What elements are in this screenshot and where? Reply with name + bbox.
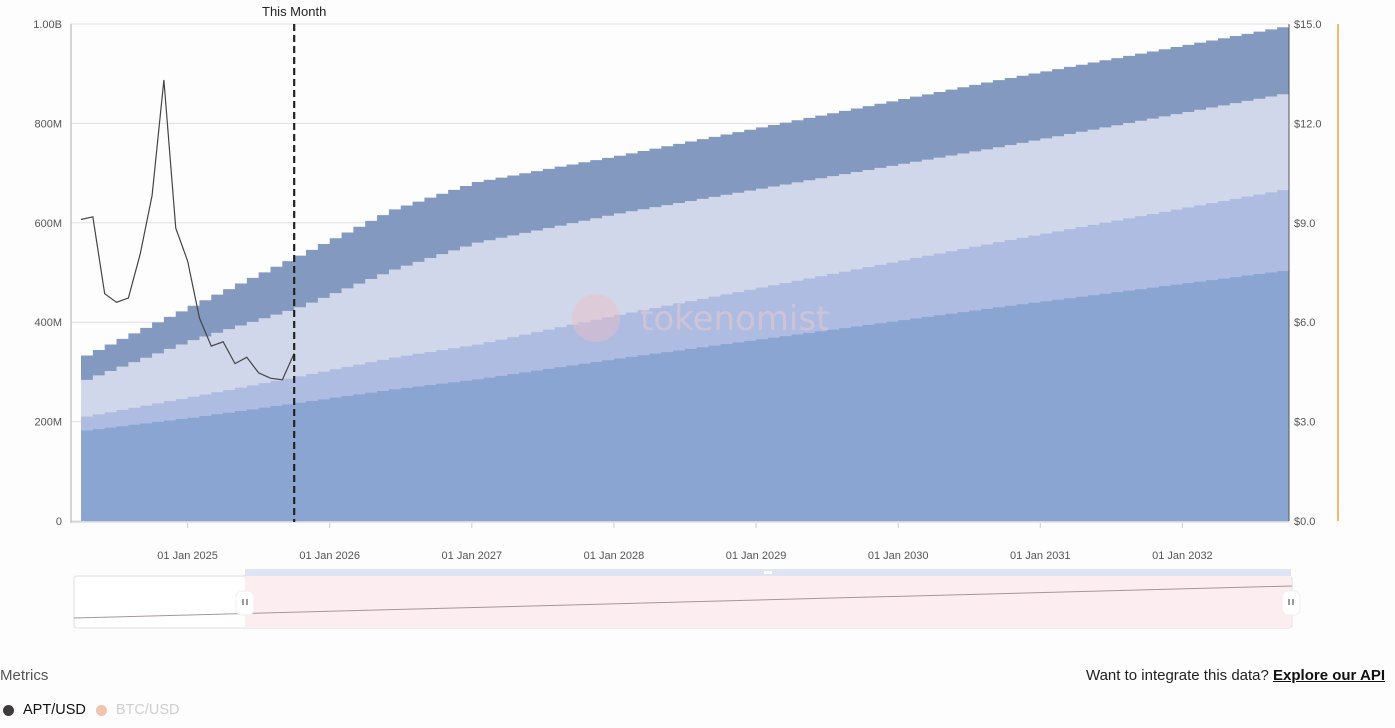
y-left-tick-label: 1.00B [33,19,62,31]
legend-label-btc-usd: BTC/USD [115,702,180,718]
watermark-logo-icon [572,294,620,342]
btc-usd-dot-icon [95,704,107,716]
stacked-areas [81,27,1289,521]
apt-usd-dot-icon [3,704,14,716]
navigator-right-handle[interactable] [1281,590,1301,616]
range-navigator[interactable] [73,569,1301,629]
this-month-label: This Month [262,4,326,19]
handle-body [1281,590,1301,616]
explore-api-link[interactable]: Explore our API [1273,667,1385,684]
y-left-tick-label: 600M [34,218,62,230]
x-tick-label: 01 Jan 2025 [157,550,218,562]
watermark-tokenomist: tokenomist [640,299,830,339]
x-tick-label: 01 Jan 2027 [442,550,503,562]
navigator-left-handle[interactable] [235,590,255,616]
x-tick-label: 01 Jan 2030 [868,550,929,562]
navigator-series-line [73,585,1293,619]
handle-grip-icon [245,599,248,605]
legend-item-apt-usd[interactable]: APT/USD [3,702,86,718]
handle-grip-icon [1292,599,1294,605]
handle-body [235,590,255,616]
x-tick-label: 01 Jan 2029 [726,550,787,562]
handle-grip-icon [241,599,244,605]
x-tick-label: 01 Jan 2032 [1152,550,1213,562]
y-right-tick-label: $12.0 [1294,118,1322,130]
y-left-tick-label: 400M [34,317,62,329]
x-tick-label: 01 Jan 2028 [584,550,645,562]
apt-usd-price-line [80,79,295,381]
api-promo: Want to integrate this data? Explore our… [1086,667,1385,684]
metrics-title: Metrics [0,667,49,684]
axes: 0 200M 400M 600M 800M 1.00B $0.0 $3.0 $6.0 $9.0 $1… [33,19,1339,528]
token-unlock-chart: tokenomist 0 200M 400M 600M 800M 1.00B $0.0 $3.… [33,4,1339,629]
x-axis-ticks: 01 Jan 2025 01 Jan 2026 01 Jan 2027 01 Jan … [157,523,1213,562]
y-right-tick-label: $15.0 [1294,19,1322,31]
y-right-tick-label: $6.0 [1294,317,1315,329]
legend-item-btc-usd[interactable]: BTC/USD [95,702,180,718]
y-right-tick-label: $0.0 [1294,516,1315,528]
x-tick-label: 01 Jan 2031 [1010,550,1071,562]
metrics-legend: APT/USD BTC/USD [3,702,190,718]
legend-label-apt-usd: APT/USD [23,702,86,718]
area-series-1 [81,271,1289,521]
api-prompt: Want to integrate this data? [1085,667,1269,684]
navigator-scrollbar-grip[interactable] [763,571,772,574]
y-left-tick-label: 200M [34,417,62,429]
y-right-tick-label: $3.0 [1294,417,1315,429]
y-left-tick-label: 800M [34,118,62,130]
handle-grip-icon [1288,599,1290,605]
y-left-tick-label: 0 [56,516,62,528]
navigator-selection[interactable] [244,576,1292,628]
x-tick-label: 01 Jan 2026 [299,550,360,562]
y-right-tick-label: $9.0 [1294,218,1315,230]
